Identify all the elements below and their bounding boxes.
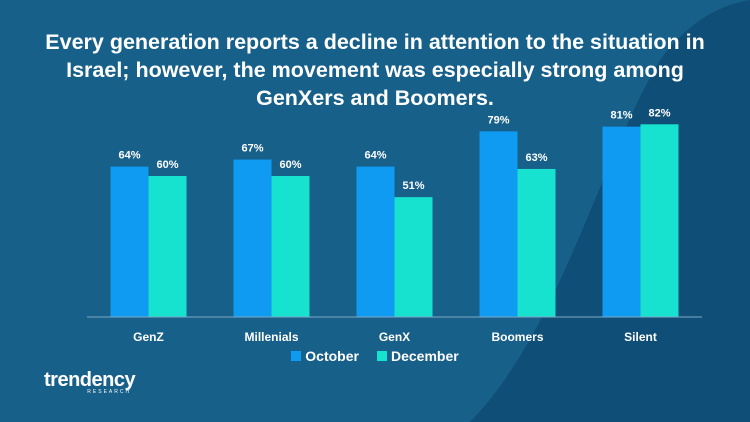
bar-october-genx (356, 166, 395, 317)
bar-october-genz (110, 166, 149, 317)
value-label-december-silent: 82% (648, 107, 670, 119)
legend-item-october: October (291, 348, 359, 364)
category-label-millenials: Millenials (244, 330, 298, 344)
bar-december-silent (640, 124, 679, 317)
chart-title: Every generation reports a decline in at… (45, 30, 705, 110)
category-label-boomers: Boomers (491, 330, 543, 344)
labels-group: 64% 60% GenZ 67% 60% Millenials 64% 51% GenX 79% 6… (118, 107, 670, 344)
legend-item-december: December (376, 348, 459, 364)
value-label-december-genz: 60% (156, 159, 178, 171)
bar-october-silent (602, 126, 641, 318)
logo-subtitle: RESEARCH (87, 389, 132, 395)
value-label-october-boomers: 79% (487, 114, 509, 126)
value-label-december-boomers: 63% (525, 152, 547, 164)
bar-december-millenials (271, 176, 310, 317)
category-label-genx: GenX (379, 330, 410, 344)
value-label-october-genz: 64% (118, 150, 140, 162)
legend-label-october: October (305, 348, 359, 364)
category-label-genz: GenZ (133, 330, 164, 344)
bar-december-boomers (517, 168, 556, 317)
legend-swatch-october (291, 351, 302, 361)
bar-december-genx (394, 197, 433, 317)
value-label-october-millenials: 67% (241, 143, 263, 155)
legend-swatch-december (376, 351, 387, 361)
trendency-logo: trendency RESEARCH (44, 369, 136, 395)
value-label-december-genx: 51% (402, 180, 424, 192)
value-label-october-silent: 81% (610, 110, 632, 122)
bar-october-boomers (479, 131, 518, 317)
legend: October December (0, 348, 750, 364)
logo-wordmark: trendency (44, 369, 136, 391)
category-label-silent: Silent (624, 330, 657, 344)
value-label-october-genx: 64% (364, 150, 386, 162)
bar-october-millenials (233, 159, 272, 317)
legend-label-december: December (390, 348, 459, 364)
bar-december-genz (148, 176, 187, 317)
value-label-december-millenials: 60% (279, 159, 301, 171)
bars-group (110, 124, 679, 318)
